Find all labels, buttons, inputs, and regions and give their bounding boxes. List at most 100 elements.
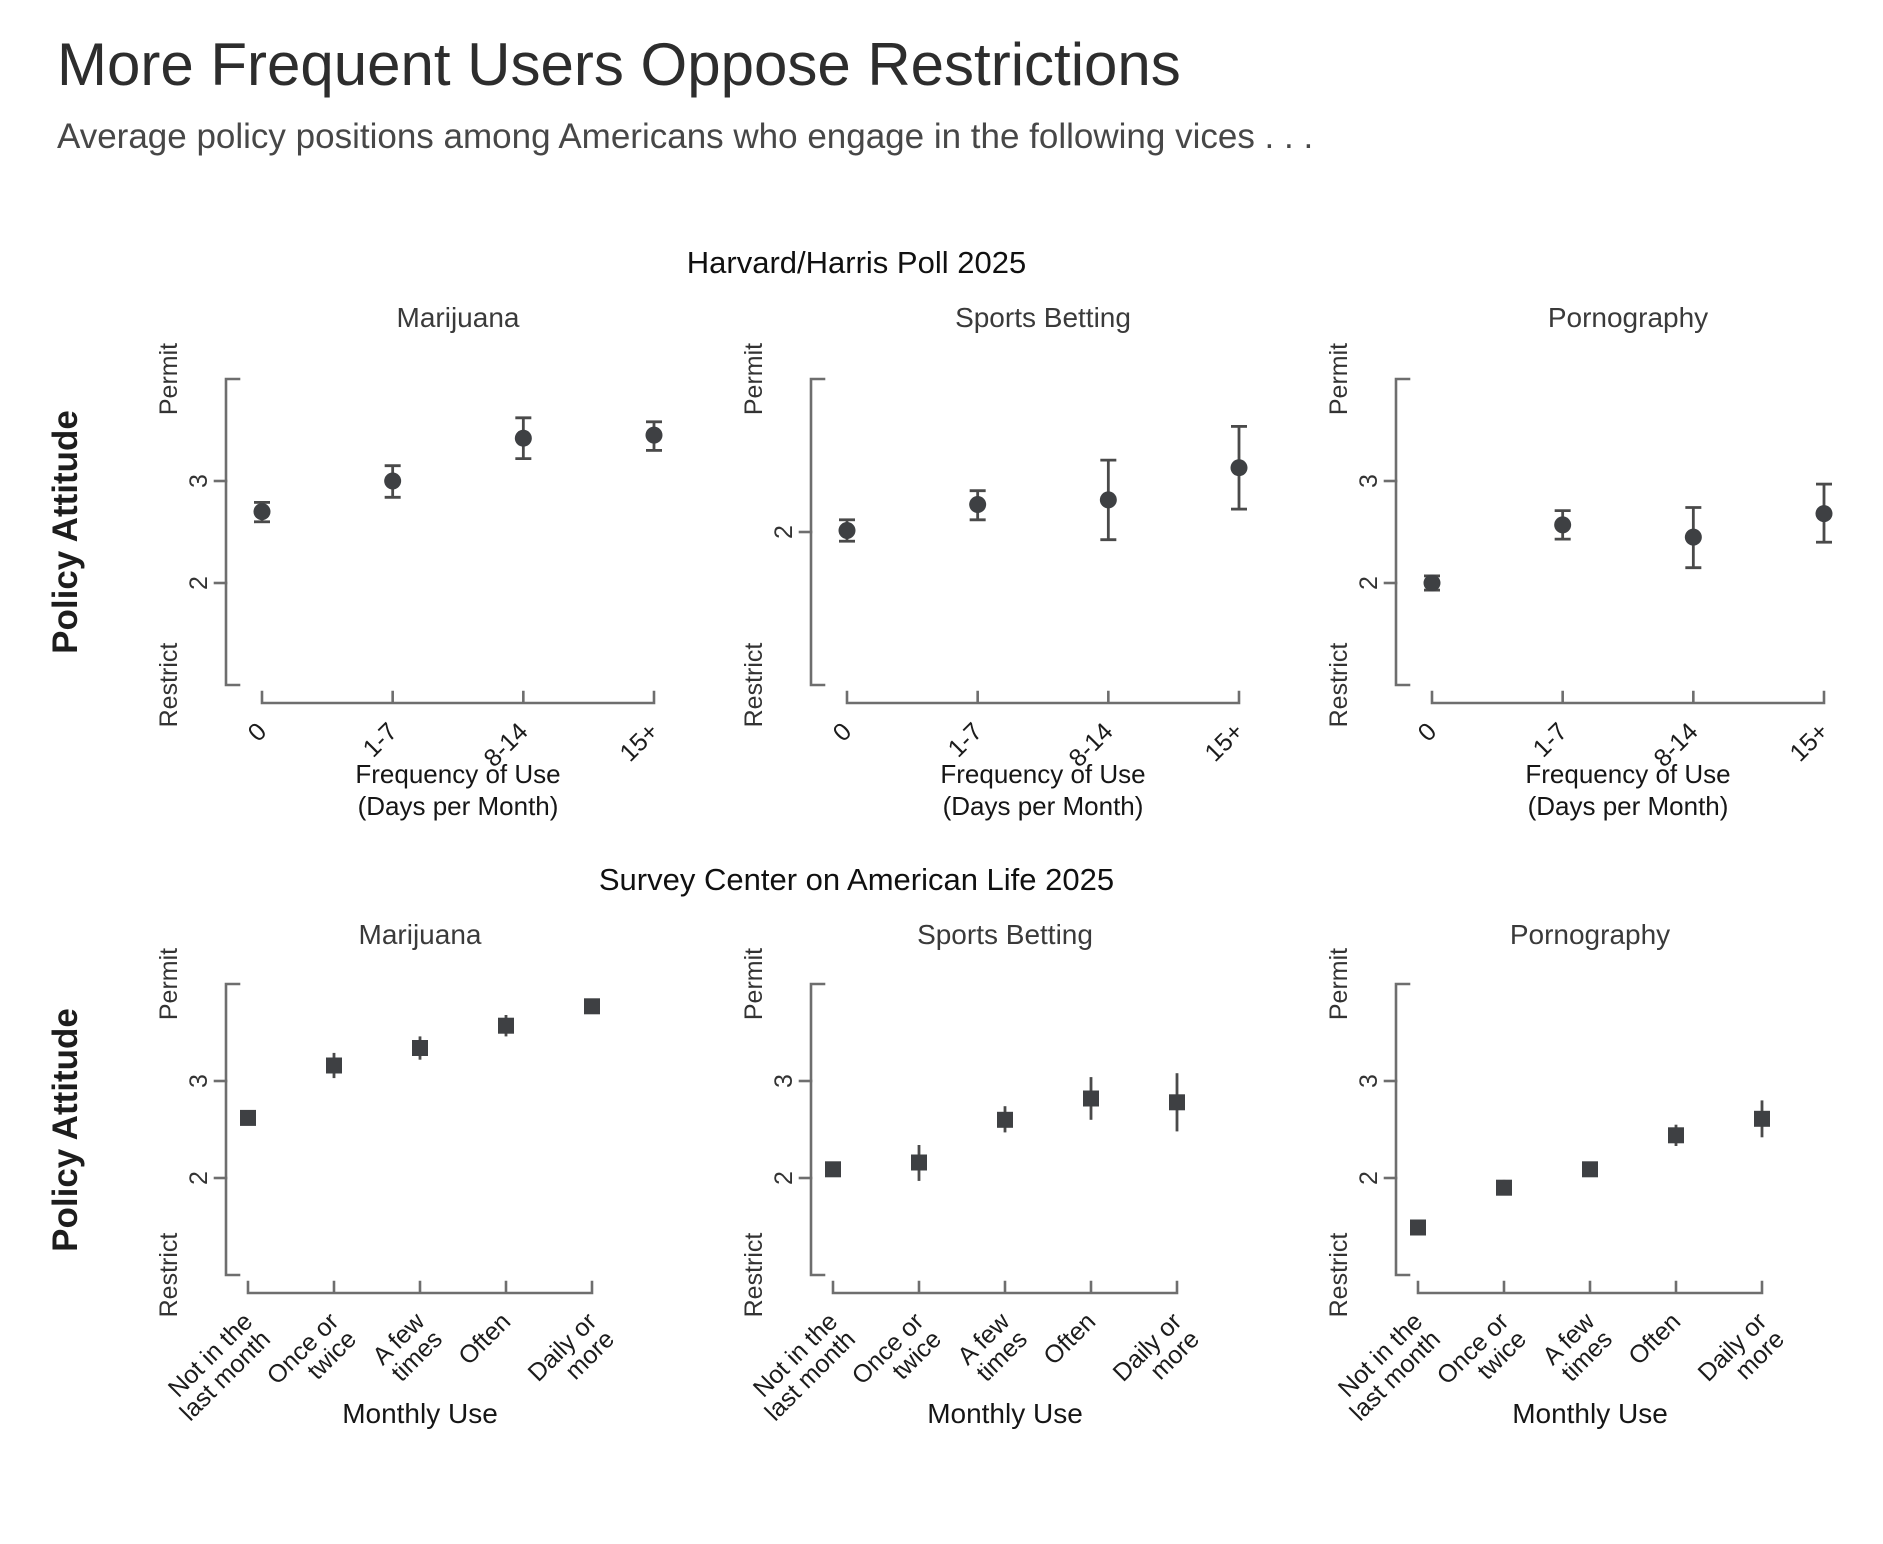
panel-title: Sports Betting: [955, 302, 1131, 333]
point-marker: [1582, 1161, 1598, 1178]
x-tick-label: 0: [1413, 717, 1443, 747]
x-tick-label: A fewtimes: [367, 1307, 448, 1388]
y-end-label-permit: Permit: [155, 948, 183, 1020]
x-tick-label: Daily ormore: [1693, 1307, 1790, 1404]
point-marker: [1423, 574, 1441, 592]
data-point: [997, 1106, 1013, 1133]
x-axis-title: Monthly Use: [1512, 1398, 1668, 1429]
x-axis: [1416, 1280, 1764, 1295]
x-tick-label: 0: [828, 717, 858, 747]
data-point: [838, 518, 856, 543]
data-point: [1668, 1124, 1684, 1146]
data-point: [514, 416, 532, 461]
y-end-label-restrict: Restrict: [740, 1233, 768, 1318]
x-axis: [260, 690, 656, 705]
x-axis-title: Frequency of Use: [940, 759, 1145, 789]
x-tick-label: 1-7: [358, 717, 403, 762]
poll-section-2: Survey Center on American Life 2025 Polic…: [0, 862, 1883, 1469]
y-end-label-restrict: Restrict: [740, 643, 768, 728]
data-point: [1099, 458, 1117, 542]
chart-panel: Pornography 2 3 Permit Restrict Not in thelas…: [1268, 904, 1853, 1469]
data-point: [645, 420, 663, 452]
panel-row: Policy Attitude Marijuana 2 3 Permit Restrict…: [0, 287, 1883, 832]
point-marker: [1410, 1219, 1426, 1236]
data-point: [1423, 574, 1441, 592]
panel-title: Pornography: [1510, 919, 1670, 950]
y-tick-label: 2: [1355, 1171, 1383, 1185]
y-end-label-permit: Permit: [740, 343, 768, 415]
y-axis-title: Policy Attitude: [46, 410, 85, 654]
x-tick-label: Daily ormore: [523, 1307, 620, 1404]
point-marker: [838, 522, 856, 539]
data-point: [240, 1109, 256, 1126]
y-axis: [224, 377, 241, 687]
data-point: [326, 1052, 342, 1079]
x-axis: [831, 1280, 1179, 1295]
y-end-label-permit: Permit: [1325, 948, 1353, 1020]
point-marker: [1496, 1179, 1512, 1196]
chart-panel: Pornography 2 3 Permit Restrict 0 1-7 8-14 15+ Fr…: [1268, 287, 1853, 832]
x-axis-title: Frequency of Use: [1525, 759, 1730, 789]
point-marker: [253, 503, 271, 521]
point-marker: [240, 1109, 256, 1126]
x-tick-label: Once ortwice: [847, 1307, 947, 1407]
x-tick-label: Not in thelast month: [157, 1307, 276, 1426]
x-tick-label: A fewtimes: [1537, 1307, 1618, 1388]
y-tick-label: 3: [1355, 474, 1383, 488]
y-axis: [224, 982, 241, 1277]
y-axis-title: Policy Attitude: [46, 1008, 85, 1252]
x-axis: [1430, 690, 1826, 705]
point-marker: [1754, 1110, 1770, 1127]
chart-panel: Marijuana 2 3 Permit Restrict 0 1-7 8-14 15+ Freq…: [98, 287, 683, 832]
point-marker: [969, 496, 987, 513]
x-axis-title: (Days per Month): [943, 791, 1144, 821]
data-point: [584, 998, 600, 1015]
x-tick-label: Often: [453, 1307, 516, 1370]
data-point: [1754, 1100, 1770, 1138]
data-point: [1230, 424, 1248, 511]
point-marker: [1554, 516, 1572, 534]
y-end-label-restrict: Restrict: [1325, 1233, 1353, 1318]
point-marker: [326, 1057, 342, 1074]
poll-section-1: Harvard/Harris Poll 2025 Policy Attitude M…: [0, 245, 1883, 832]
point-marker: [1169, 1094, 1185, 1111]
data-point: [498, 1015, 514, 1037]
x-tick-label: 1-7: [1528, 717, 1573, 762]
y-end-label-restrict: Restrict: [1325, 643, 1353, 728]
section-title: Survey Center on American Life 2025: [598, 862, 1115, 897]
y-axis: [809, 377, 826, 687]
y-tick-label: 3: [770, 1074, 798, 1088]
x-tick-label: Not in thelast month: [742, 1307, 861, 1426]
point-marker: [1099, 491, 1117, 509]
y-end-label-restrict: Restrict: [155, 643, 183, 728]
y-axis: [1394, 982, 1411, 1277]
data-point: [384, 464, 402, 499]
data-point: [1684, 506, 1702, 570]
data-point: [1496, 1179, 1512, 1196]
y-tick-label: 3: [1355, 1074, 1383, 1088]
data-point: [1554, 509, 1572, 541]
x-tick-label: 0: [243, 717, 273, 747]
x-tick-label: Often: [1623, 1307, 1686, 1370]
panel-title: Pornography: [1548, 302, 1708, 333]
x-tick-label: Once ortwice: [262, 1307, 362, 1407]
x-tick-label: 15+: [1784, 717, 1834, 767]
data-point: [969, 489, 987, 522]
data-point: [1169, 1073, 1185, 1132]
y-tick-label: 2: [770, 1171, 798, 1185]
x-tick-label: Daily ormore: [1108, 1307, 1205, 1404]
point-marker: [1230, 459, 1248, 477]
data-point: [1083, 1077, 1099, 1120]
y-end-label-permit: Permit: [740, 948, 768, 1020]
x-tick-label: 1-7: [943, 717, 988, 762]
point-marker: [911, 1154, 927, 1171]
point-marker: [1815, 505, 1833, 523]
x-tick-label: Often: [1038, 1307, 1101, 1370]
y-axis-title-column: Policy Attitude: [34, 904, 98, 1469]
point-marker: [412, 1040, 428, 1056]
